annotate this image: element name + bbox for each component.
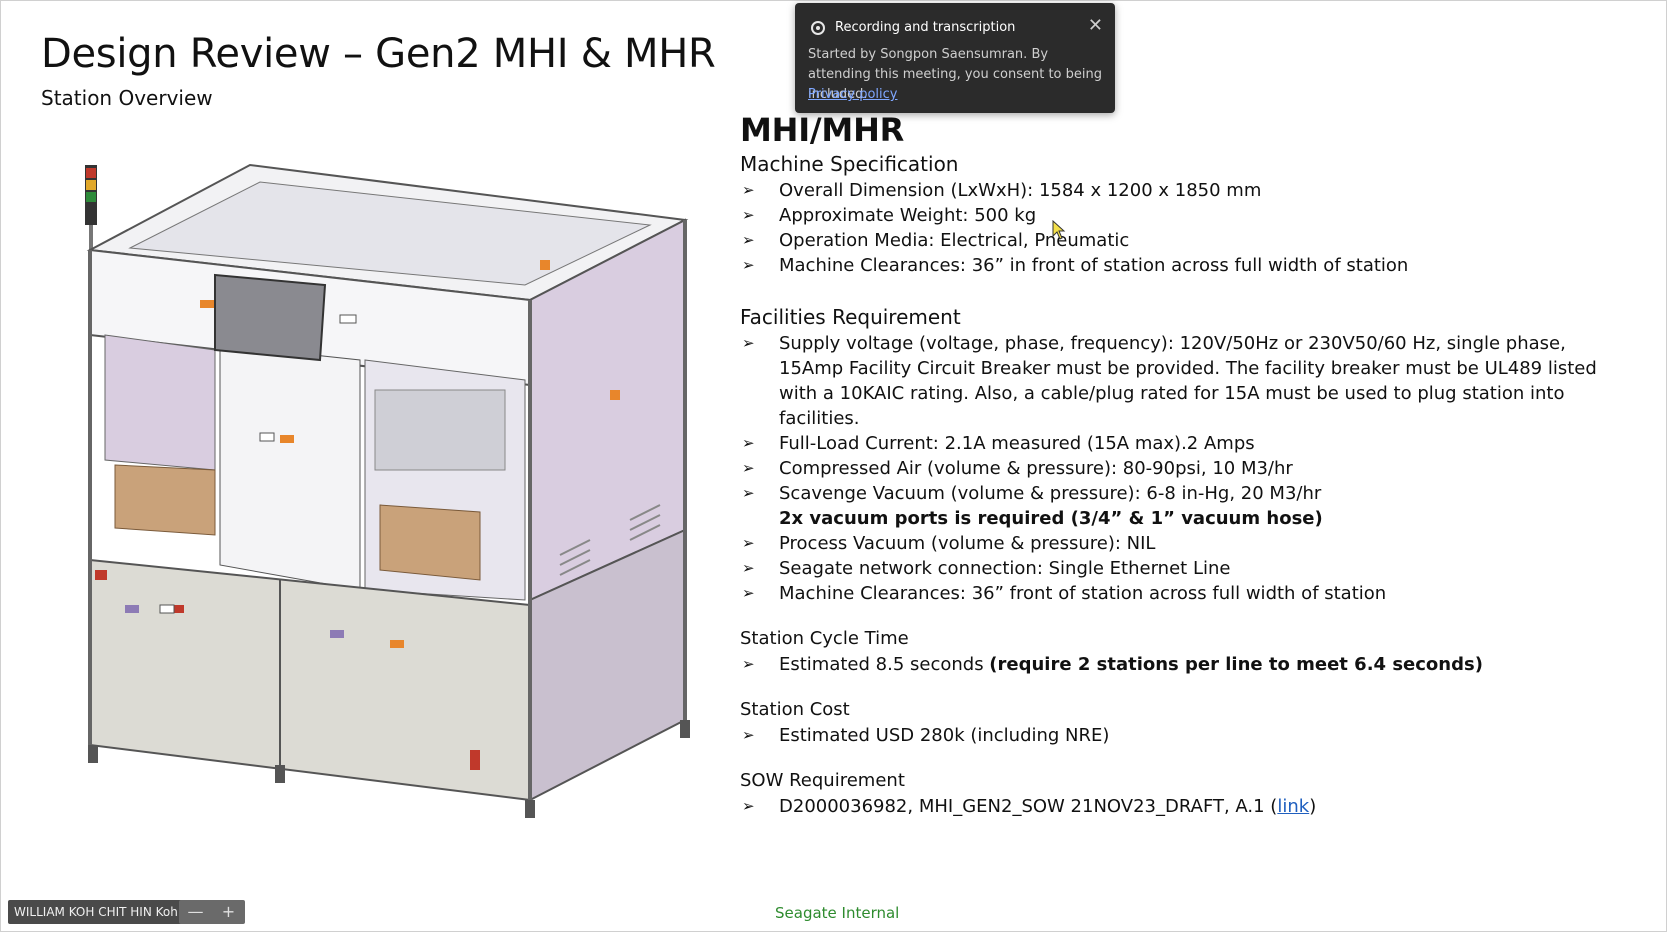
list-item: ➢ D2000036982, MHI_GEN2_SOW 21NOV23_DRAFT… bbox=[742, 796, 1317, 817]
slide-title: Design Review – Gen2 MHI & MHR bbox=[41, 31, 716, 77]
list-item: ➢ Machine Clearances: 36” front of statio… bbox=[742, 583, 1387, 604]
list-item: ➢ Seagate network connection: Single Ethe… bbox=[742, 558, 1231, 579]
vacuum-ports-note: 2x vacuum ports is required (3/4” & 1” v… bbox=[779, 508, 1323, 529]
mouse-cursor-icon bbox=[1052, 220, 1066, 240]
arrow-bullet-icon: ➢ bbox=[742, 726, 755, 744]
zoom-in-button[interactable]: + bbox=[221, 902, 236, 921]
list-item: ➢ Overall Dimension (LxWxH): 1584 x 1200 … bbox=[742, 180, 1262, 201]
list-item: ➢ Estimated 8.5 seconds (require 2 statio… bbox=[742, 654, 1483, 675]
close-icon[interactable]: ✕ bbox=[1087, 15, 1103, 36]
list-item: ➢ Process Vacuum (volume & pressure): NIL bbox=[742, 533, 1156, 554]
facilities-heading: Facilities Requirement bbox=[740, 305, 961, 329]
sow-heading: SOW Requirement bbox=[740, 770, 905, 791]
arrow-bullet-icon: ➢ bbox=[742, 181, 755, 199]
facilities-list-2: ➢ Process Vacuum (volume & pressure): NIL… bbox=[740, 531, 1630, 606]
notification-title: Recording and transcription bbox=[835, 20, 1016, 35]
machine-spec-heading: Machine Specification bbox=[740, 152, 959, 176]
machine-spec-list: ➢ Overall Dimension (LxWxH): 1584 x 1200 … bbox=[740, 178, 1630, 278]
arrow-bullet-icon: ➢ bbox=[742, 334, 755, 352]
arrow-bullet-icon: ➢ bbox=[742, 797, 755, 815]
participant-name-badge: WILLIAM KOH CHIT HIN Koh bbox=[8, 900, 184, 924]
record-icon bbox=[811, 21, 825, 35]
privacy-policy-link[interactable]: Privacy policy bbox=[808, 87, 898, 102]
machine-illustration bbox=[85, 163, 690, 818]
spec-heading: MHI/MHR bbox=[740, 111, 905, 149]
facilities-list: ➢ Supply voltage (voltage, phase, frequen… bbox=[740, 331, 1630, 506]
arrow-bullet-icon: ➢ bbox=[742, 231, 755, 249]
list-item: ➢ Full-Load Current: 2.1A measured (15A m… bbox=[742, 433, 1255, 454]
list-item: ➢ Approximate Weight: 500 kg bbox=[742, 205, 1037, 226]
arrow-bullet-icon: ➢ bbox=[742, 534, 755, 552]
arrow-bullet-icon: ➢ bbox=[742, 256, 755, 274]
arrow-bullet-icon: ➢ bbox=[742, 206, 755, 224]
list-item: ➢ Machine Clearances: 36” in front of sta… bbox=[742, 255, 1409, 276]
list-item: ➢ Supply voltage (voltage, phase, frequen… bbox=[742, 333, 1597, 429]
cycle-time-list: ➢ Estimated 8.5 seconds (require 2 statio… bbox=[740, 652, 1630, 677]
list-item: ➢ Operation Media: Electrical, Pneumatic bbox=[742, 230, 1130, 251]
spec-column: MHI/MHR Machine Specification ➢ Overall D… bbox=[740, 110, 1630, 819]
arrow-bullet-icon: ➢ bbox=[742, 559, 755, 577]
zoom-out-button[interactable]: — bbox=[187, 902, 204, 921]
sow-link[interactable]: link bbox=[1277, 796, 1310, 817]
recording-notification: Recording and transcription ✕ Started by… bbox=[795, 3, 1115, 113]
arrow-bullet-icon: ➢ bbox=[742, 655, 755, 673]
zoom-control: — + bbox=[179, 900, 245, 924]
cycle-time-heading: Station Cycle Time bbox=[740, 628, 909, 649]
arrow-bullet-icon: ➢ bbox=[742, 584, 755, 602]
arrow-bullet-icon: ➢ bbox=[742, 459, 755, 477]
footer-classification: Seagate Internal bbox=[775, 904, 900, 922]
station-cost-heading: Station Cost bbox=[740, 699, 850, 720]
arrow-bullet-icon: ➢ bbox=[742, 434, 755, 452]
arrow-bullet-icon: ➢ bbox=[742, 484, 755, 502]
station-cost-list: ➢ Estimated USD 280k (including NRE) bbox=[740, 723, 1630, 748]
list-item: ➢ Compressed Air (volume & pressure): 80-… bbox=[742, 458, 1293, 479]
notification-message: Started by Songpon Saensumran. By attend… bbox=[808, 47, 1102, 102]
list-item: ➢ Estimated USD 280k (including NRE) bbox=[742, 725, 1110, 746]
slide-subtitle: Station Overview bbox=[41, 86, 213, 110]
list-item: ➢ Scavenge Vacuum (volume & pressure): 6-… bbox=[742, 483, 1322, 504]
sow-list: ➢ D2000036982, MHI_GEN2_SOW 21NOV23_DRAFT… bbox=[740, 794, 1630, 819]
